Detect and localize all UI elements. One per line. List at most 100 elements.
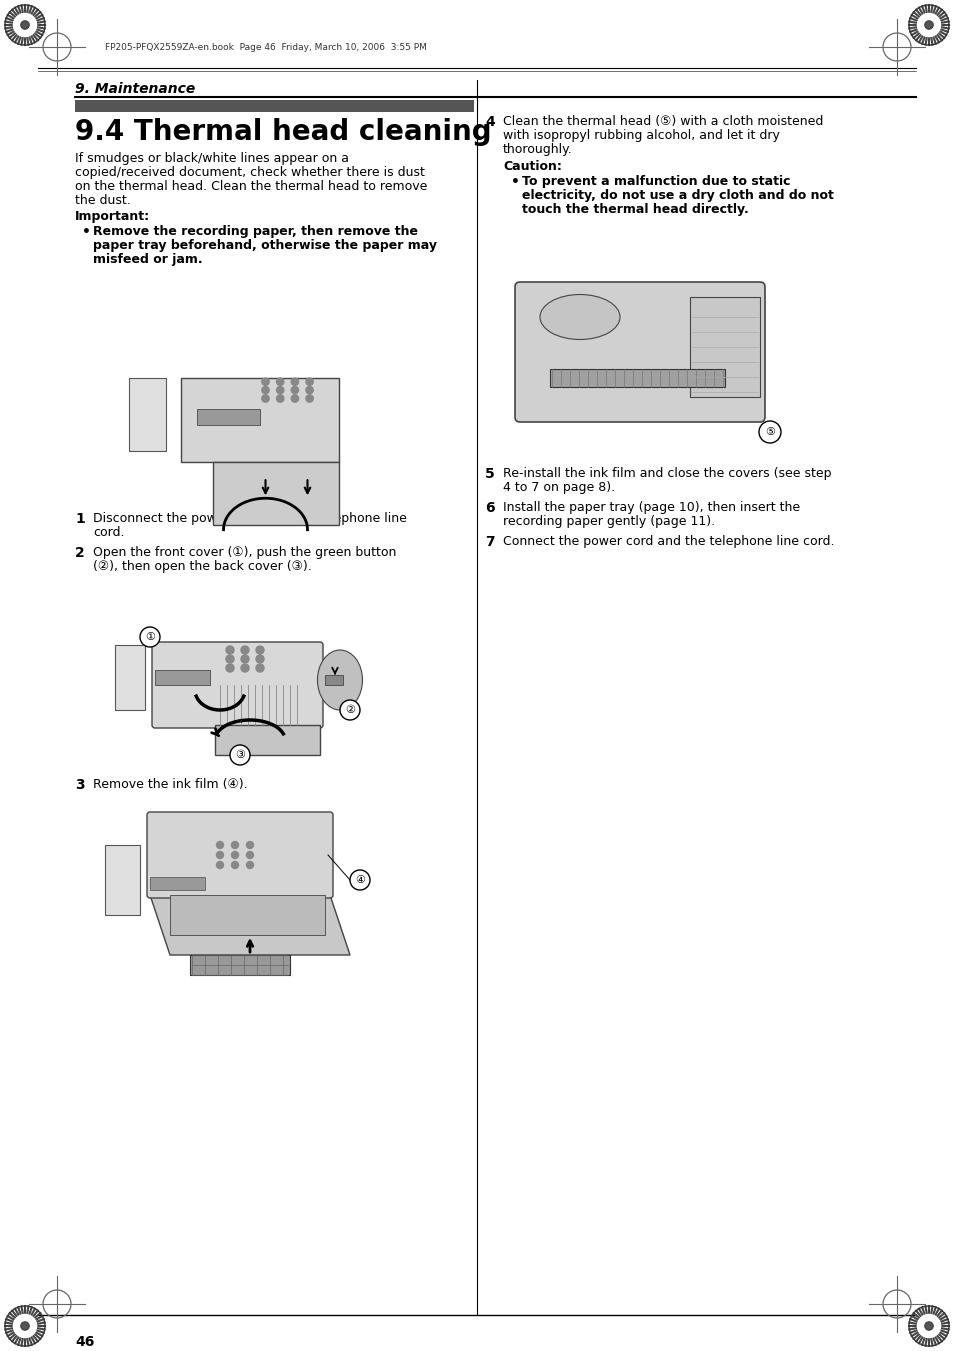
Circle shape (306, 386, 313, 393)
Text: (②), then open the back cover (③).: (②), then open the back cover (③). (92, 561, 312, 573)
Circle shape (924, 1323, 932, 1329)
Polygon shape (181, 377, 338, 462)
Text: To prevent a malfunction due to static: To prevent a malfunction due to static (521, 176, 790, 188)
Polygon shape (213, 462, 338, 524)
Circle shape (246, 851, 253, 858)
Text: Install the paper tray (page 10), then insert the: Install the paper tray (page 10), then i… (502, 501, 800, 513)
Text: Open the front cover (①), push the green button: Open the front cover (①), push the green… (92, 546, 395, 559)
Text: on the thermal head. Clean the thermal head to remove: on the thermal head. Clean the thermal h… (75, 180, 427, 193)
Circle shape (241, 655, 249, 663)
Text: Remove the recording paper, then remove the: Remove the recording paper, then remove … (92, 226, 417, 238)
Text: copied/received document, check whether there is dust: copied/received document, check whether … (75, 166, 424, 178)
Circle shape (291, 386, 298, 393)
Text: thoroughly.: thoroughly. (502, 143, 572, 155)
Text: paper tray beforehand, otherwise the paper may: paper tray beforehand, otherwise the pap… (92, 239, 436, 253)
Circle shape (261, 386, 269, 393)
Ellipse shape (317, 650, 362, 711)
Text: ①: ① (145, 632, 154, 642)
Text: 4: 4 (484, 115, 495, 128)
Text: FP205-PFQX2559ZA-en.book  Page 46  Friday, March 10, 2006  3:55 PM: FP205-PFQX2559ZA-en.book Page 46 Friday,… (105, 42, 426, 51)
Text: Disconnect the power cord and the telephone line: Disconnect the power cord and the teleph… (92, 512, 406, 526)
Circle shape (291, 378, 298, 385)
Polygon shape (214, 725, 319, 755)
Circle shape (232, 862, 238, 869)
Circle shape (246, 862, 253, 869)
Circle shape (216, 851, 223, 858)
Polygon shape (105, 844, 140, 915)
Circle shape (276, 386, 284, 393)
Circle shape (226, 646, 233, 654)
Text: 3: 3 (75, 778, 85, 792)
Circle shape (226, 655, 233, 663)
Circle shape (291, 394, 298, 403)
Bar (170, 894, 325, 935)
Text: the dust.: the dust. (75, 195, 131, 207)
Circle shape (306, 378, 313, 385)
Circle shape (230, 744, 250, 765)
Text: touch the thermal head directly.: touch the thermal head directly. (521, 203, 748, 216)
Circle shape (261, 394, 269, 403)
Bar (75, 100, 474, 112)
Circle shape (924, 22, 932, 28)
Polygon shape (150, 894, 350, 955)
Text: 4 to 7 on page 8).: 4 to 7 on page 8). (502, 481, 615, 494)
Circle shape (255, 663, 264, 671)
Circle shape (216, 842, 223, 848)
Circle shape (140, 627, 160, 647)
Text: 5: 5 (484, 467, 495, 481)
Text: electricity, do not use a dry cloth and do not: electricity, do not use a dry cloth and … (521, 189, 833, 203)
Circle shape (255, 646, 264, 654)
Text: Connect the power cord and the telephone line cord.: Connect the power cord and the telephone… (502, 535, 834, 549)
Text: 7: 7 (484, 535, 494, 549)
Polygon shape (129, 377, 166, 451)
Text: with isopropyl rubbing alcohol, and let it dry: with isopropyl rubbing alcohol, and let … (502, 128, 779, 142)
FancyBboxPatch shape (152, 642, 323, 728)
Circle shape (13, 1315, 36, 1337)
Text: misfeed or jam.: misfeed or jam. (92, 253, 202, 266)
Circle shape (350, 870, 370, 890)
Text: Re-install the ink film and close the covers (see step: Re-install the ink film and close the co… (502, 467, 831, 480)
Text: If smudges or black/white lines appear on a: If smudges or black/white lines appear o… (75, 153, 349, 165)
Text: ④: ④ (355, 875, 365, 885)
Circle shape (241, 646, 249, 654)
Text: 1: 1 (75, 512, 85, 526)
Circle shape (917, 1315, 940, 1337)
Circle shape (232, 842, 238, 848)
Text: 9.4 Thermal head cleaning: 9.4 Thermal head cleaning (75, 118, 491, 146)
Circle shape (306, 394, 313, 403)
Bar (154, 670, 210, 685)
Ellipse shape (539, 295, 619, 339)
Circle shape (13, 14, 36, 36)
Bar (197, 409, 260, 424)
Circle shape (216, 862, 223, 869)
Circle shape (241, 663, 249, 671)
Text: ⑤: ⑤ (764, 427, 774, 436)
FancyBboxPatch shape (515, 282, 764, 422)
Circle shape (276, 378, 284, 385)
Circle shape (261, 378, 269, 385)
Text: Remove the ink film (④).: Remove the ink film (④). (92, 778, 248, 790)
Bar (550, 369, 724, 386)
Circle shape (339, 700, 359, 720)
Text: Caution:: Caution: (502, 159, 561, 173)
Text: 2: 2 (75, 546, 85, 561)
Circle shape (232, 851, 238, 858)
Text: 46: 46 (75, 1335, 94, 1350)
Polygon shape (115, 644, 145, 711)
Circle shape (276, 394, 284, 403)
Text: Clean the thermal head (⑤) with a cloth moistened: Clean the thermal head (⑤) with a cloth … (502, 115, 822, 128)
Text: •: • (511, 176, 519, 189)
Text: ②: ② (345, 705, 355, 715)
Bar (150, 877, 205, 890)
Text: •: • (82, 226, 91, 239)
FancyBboxPatch shape (147, 812, 333, 898)
Text: Important:: Important: (75, 209, 150, 223)
Bar (325, 676, 343, 685)
Circle shape (226, 663, 233, 671)
Circle shape (255, 655, 264, 663)
Text: 6: 6 (484, 501, 494, 515)
Bar (689, 297, 760, 397)
Circle shape (21, 1323, 29, 1329)
Text: cord.: cord. (92, 526, 125, 539)
Text: recording paper gently (page 11).: recording paper gently (page 11). (502, 515, 715, 528)
